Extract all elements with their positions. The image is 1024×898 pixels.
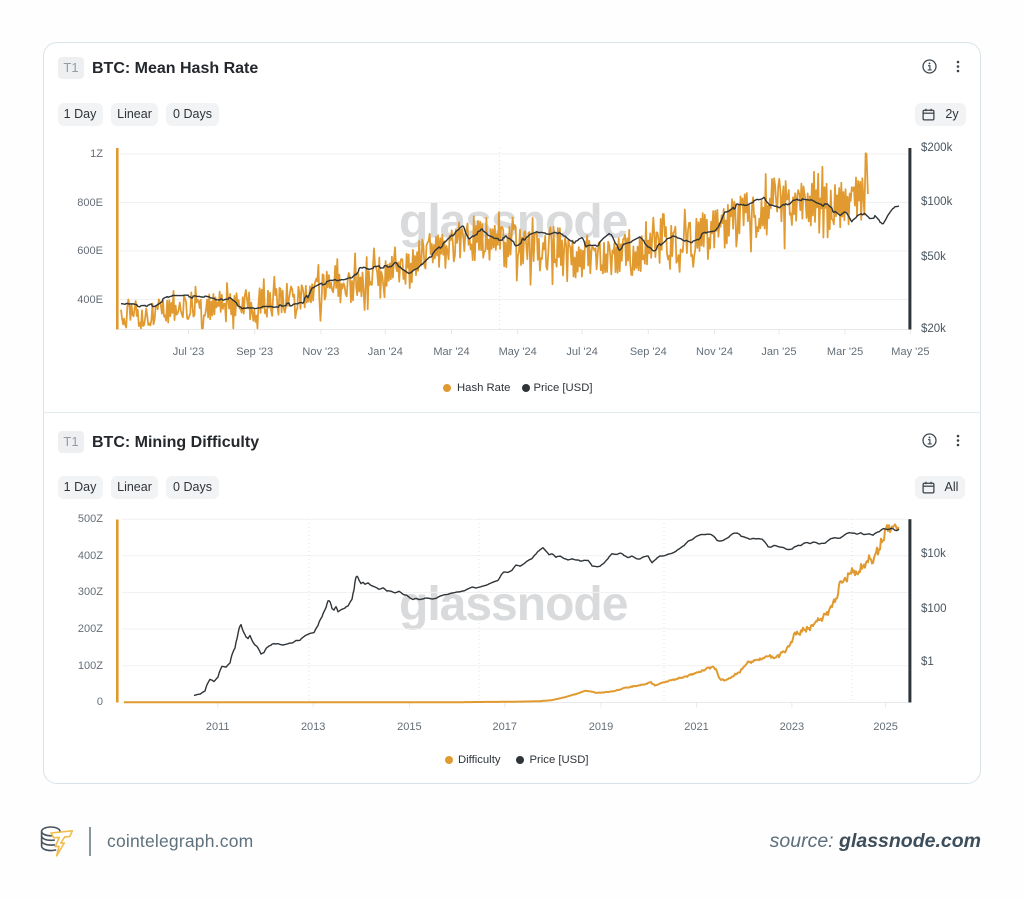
svg-text:glassnode: glassnode <box>399 578 628 631</box>
